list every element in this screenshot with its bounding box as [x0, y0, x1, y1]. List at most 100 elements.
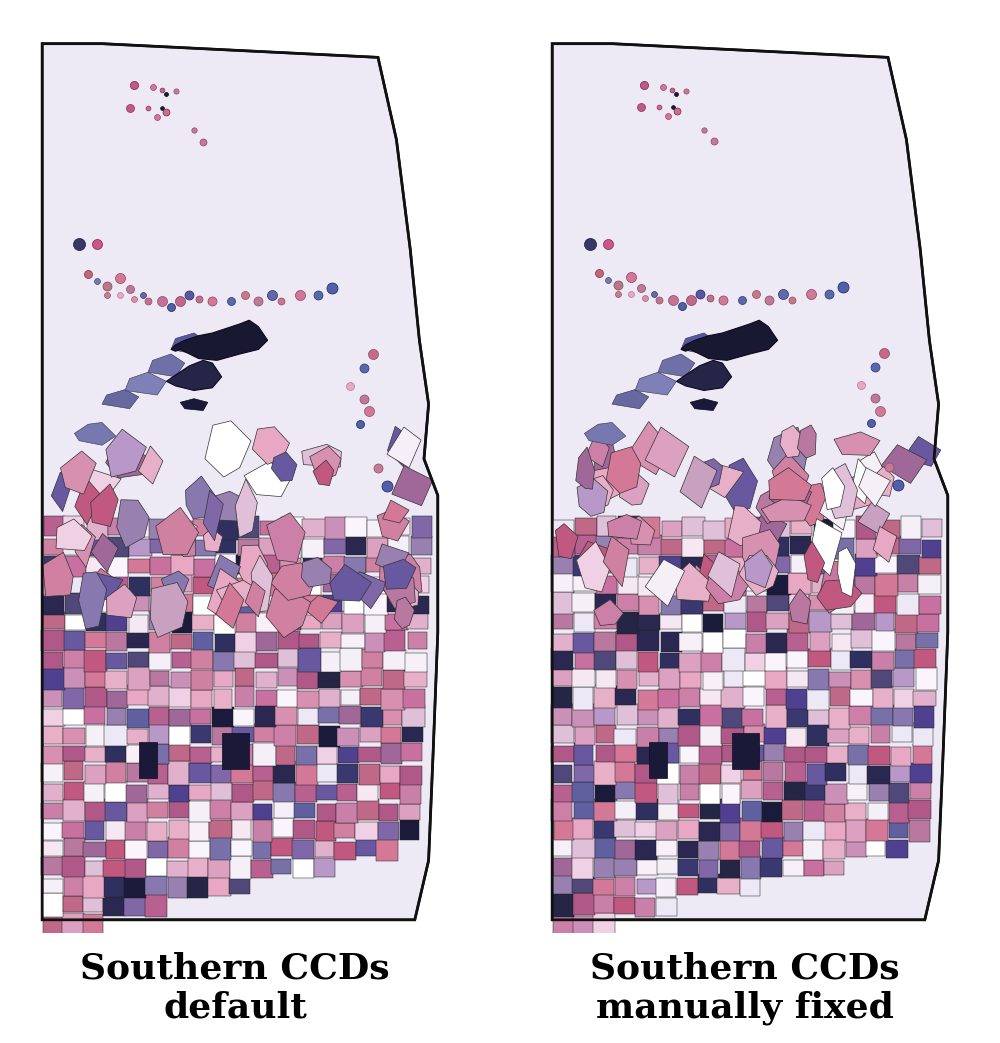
- Polygon shape: [689, 565, 712, 603]
- Bar: [273, 761, 295, 783]
- Bar: [898, 573, 918, 592]
- Bar: [679, 687, 700, 707]
- Polygon shape: [859, 452, 883, 499]
- Bar: [367, 538, 388, 558]
- Polygon shape: [871, 466, 894, 496]
- Bar: [743, 761, 762, 780]
- Point: [324, 280, 340, 296]
- Bar: [855, 555, 877, 577]
- Bar: [742, 709, 763, 726]
- Polygon shape: [186, 476, 216, 518]
- Bar: [594, 707, 615, 725]
- Bar: [129, 614, 148, 633]
- Bar: [63, 516, 84, 539]
- Polygon shape: [384, 575, 415, 608]
- Bar: [725, 539, 747, 557]
- Polygon shape: [159, 515, 197, 543]
- Bar: [922, 540, 941, 558]
- Bar: [337, 763, 358, 783]
- Polygon shape: [645, 427, 689, 477]
- Bar: [596, 745, 616, 761]
- Bar: [658, 800, 679, 820]
- Bar: [256, 613, 278, 632]
- Point: [665, 98, 681, 115]
- Polygon shape: [606, 446, 641, 493]
- Bar: [260, 520, 281, 535]
- Bar: [594, 632, 616, 651]
- Bar: [297, 690, 320, 708]
- Polygon shape: [859, 467, 890, 507]
- Polygon shape: [822, 467, 845, 510]
- Bar: [552, 668, 574, 686]
- Bar: [229, 878, 250, 894]
- Bar: [274, 725, 296, 746]
- Bar: [295, 782, 317, 802]
- Bar: [214, 612, 235, 634]
- Bar: [659, 728, 681, 744]
- Bar: [635, 898, 655, 917]
- Polygon shape: [216, 583, 244, 628]
- Bar: [615, 781, 637, 799]
- Point: [623, 269, 639, 286]
- Bar: [856, 516, 876, 539]
- Bar: [827, 728, 850, 744]
- Bar: [168, 761, 189, 784]
- Bar: [86, 725, 105, 746]
- Polygon shape: [75, 478, 102, 525]
- Bar: [103, 859, 126, 877]
- Bar: [657, 859, 678, 874]
- Bar: [889, 783, 909, 803]
- Point: [863, 415, 879, 432]
- Bar: [827, 746, 848, 762]
- Bar: [65, 593, 84, 614]
- Bar: [746, 634, 767, 653]
- Bar: [215, 517, 238, 539]
- Bar: [231, 761, 253, 783]
- Polygon shape: [586, 432, 609, 467]
- Bar: [86, 535, 106, 556]
- Polygon shape: [797, 425, 816, 458]
- Bar: [804, 859, 824, 876]
- Point: [361, 404, 377, 420]
- Polygon shape: [389, 586, 419, 609]
- Point: [273, 293, 289, 310]
- Point: [112, 287, 128, 304]
- Bar: [658, 689, 680, 708]
- Bar: [721, 724, 744, 745]
- Polygon shape: [79, 572, 107, 629]
- Bar: [148, 745, 169, 763]
- Bar: [86, 596, 107, 612]
- Bar: [211, 782, 232, 800]
- Bar: [803, 836, 823, 859]
- Bar: [572, 836, 595, 857]
- Bar: [108, 573, 128, 591]
- Bar: [379, 803, 398, 821]
- Polygon shape: [383, 559, 416, 589]
- Bar: [256, 690, 278, 706]
- Bar: [678, 859, 698, 875]
- Bar: [765, 668, 787, 689]
- Bar: [805, 747, 828, 762]
- Point: [637, 290, 653, 307]
- Polygon shape: [161, 571, 189, 596]
- Bar: [42, 709, 65, 726]
- Bar: [638, 517, 660, 538]
- Bar: [271, 858, 291, 874]
- Bar: [849, 706, 872, 725]
- Bar: [150, 558, 172, 575]
- Bar: [106, 840, 125, 859]
- Bar: [767, 593, 789, 611]
- Bar: [809, 595, 831, 610]
- Polygon shape: [383, 501, 409, 523]
- Bar: [680, 668, 701, 688]
- Polygon shape: [742, 530, 780, 583]
- Bar: [678, 841, 699, 858]
- Point: [665, 292, 681, 309]
- Point: [600, 272, 616, 289]
- Bar: [108, 555, 128, 577]
- Bar: [678, 804, 699, 818]
- Bar: [279, 576, 302, 593]
- Bar: [383, 705, 402, 725]
- Bar: [232, 820, 251, 840]
- Point: [610, 286, 626, 302]
